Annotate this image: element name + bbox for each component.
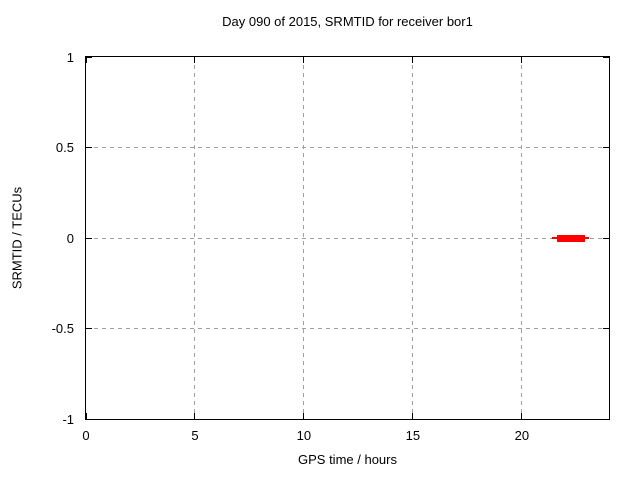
x-tick-mark-bottom-10 xyxy=(303,413,305,419)
series-core-SRMTID xyxy=(556,234,586,242)
y-tick-label-0: 0 xyxy=(66,230,74,246)
y-tick-mark-left-0 xyxy=(86,237,92,239)
grid-line-y-0.5 xyxy=(86,147,609,148)
x-tick-mark-top-20 xyxy=(521,57,523,63)
x-tick-mark-bottom-0 xyxy=(85,413,87,419)
grid-line-y--0.5 xyxy=(86,328,609,329)
y-axis-label: SRMTID / TECUs xyxy=(9,186,25,290)
y-tick-mark-left--0.5 xyxy=(86,328,92,329)
x-tick-label-15: 15 xyxy=(405,428,421,443)
x-tick-mark-top-0 xyxy=(85,57,87,63)
x-tick-mark-top-10 xyxy=(303,57,305,63)
y-tick-mark-left-1 xyxy=(86,56,92,58)
y-tick-mark-right--1 xyxy=(603,418,609,420)
y-tick-mark-right--0.5 xyxy=(603,328,609,329)
x-tick-mark-bottom-15 xyxy=(412,413,414,419)
x-tick-mark-bottom-5 xyxy=(194,413,196,419)
x-tick-mark-bottom-20 xyxy=(521,413,523,419)
grid-line-y-0 xyxy=(86,237,609,239)
x-tick-mark-top-15 xyxy=(412,57,414,63)
x-tick-mark-top-5 xyxy=(194,57,196,63)
y-tick-label-0.5: 0.5 xyxy=(55,140,74,155)
y-tick-label--1: -1 xyxy=(62,411,74,427)
x-tick-label-0: 0 xyxy=(82,428,90,443)
y-tick-mark-left-0.5 xyxy=(86,147,92,148)
x-tick-label-10: 10 xyxy=(296,428,312,443)
x-axis-label: GPS time / hours xyxy=(298,452,397,467)
y-tick-label-1: 1 xyxy=(66,49,74,65)
y-tick-mark-left--1 xyxy=(86,418,92,420)
y-tick-mark-right-1 xyxy=(603,56,609,58)
y-tick-label--0.5: -0.5 xyxy=(51,321,74,336)
y-tick-mark-right-0.5 xyxy=(603,147,609,148)
plot-area: 0 5 10 15 20 -1 -0.5 0 0.5 1 xyxy=(52,50,610,443)
y-tick-mark-right-0 xyxy=(603,237,609,239)
chart-title: Day 090 of 2015, SRMTID for receiver bor… xyxy=(222,14,473,29)
x-tick-label-20: 20 xyxy=(514,428,530,443)
x-tick-label-5: 5 xyxy=(191,428,199,443)
